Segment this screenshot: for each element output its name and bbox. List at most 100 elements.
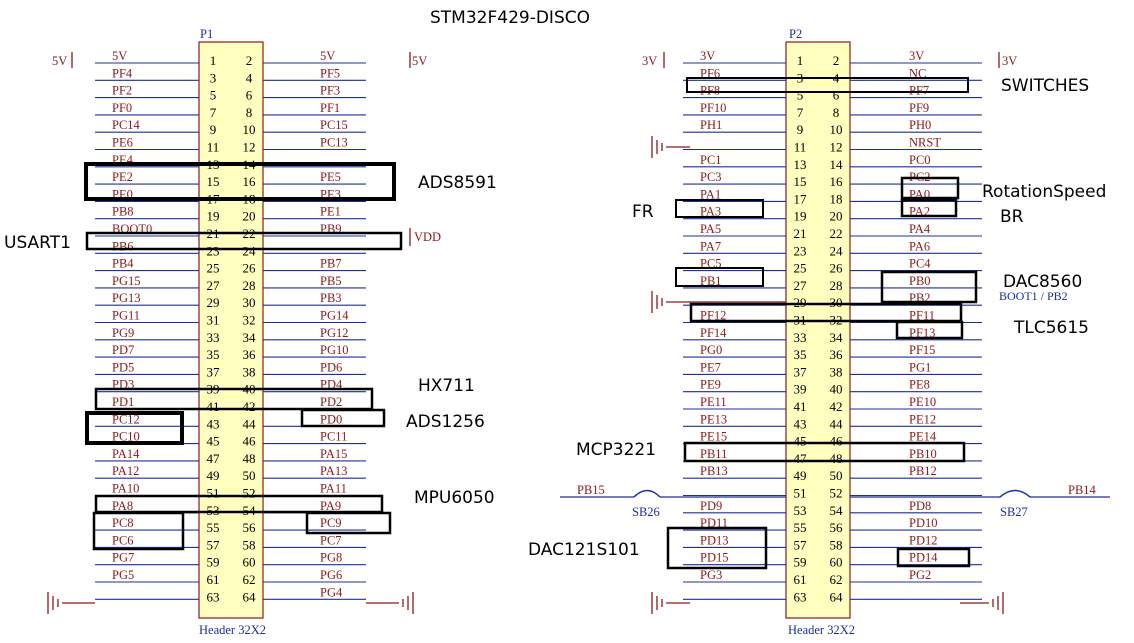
sb27-label: SB27: [1000, 505, 1028, 519]
box-pd14: [896, 547, 971, 568]
pin-number: 39: [794, 382, 807, 397]
pin-number: 51: [794, 486, 807, 501]
net-label-right: PG14: [320, 309, 349, 323]
net-label-right: PD14: [909, 551, 938, 565]
pin-number: 41: [794, 399, 807, 414]
net-label-left: PA8: [112, 499, 133, 513]
net-label-left: PB6: [112, 239, 134, 253]
pin-number: 45: [794, 434, 807, 449]
pin-number: 49: [794, 468, 807, 483]
box-rotation: [900, 176, 960, 200]
box-ads1256-right: [300, 408, 386, 428]
net-label-right: PG10: [320, 343, 348, 357]
pin-number: 59: [794, 555, 807, 570]
net-label-right: PC11: [320, 430, 347, 444]
net-label-left: PC8: [112, 516, 134, 530]
pin-number: 42: [243, 399, 256, 414]
pin-number: 8: [246, 105, 253, 120]
pin-number: 33: [794, 330, 807, 345]
box-switches: [686, 77, 969, 93]
pin-number: 55: [207, 520, 220, 535]
pin-number: 24: [243, 243, 257, 258]
net-label-left: PF10: [700, 101, 726, 115]
pin-number: 27: [207, 278, 221, 293]
net-label-right: PA9: [320, 499, 341, 513]
net-label-left: PD9: [700, 499, 722, 513]
net-label-right: PG4: [320, 585, 343, 599]
net-label-right: PG1: [909, 360, 931, 374]
box-br: [900, 198, 958, 218]
pin-number: 45: [207, 434, 220, 449]
pin-number: 55: [794, 520, 807, 535]
pin-number: 20: [243, 209, 256, 224]
ground-icon: [651, 291, 786, 313]
annotation-fr: FR: [632, 202, 654, 222]
pin-number: 62: [243, 572, 256, 587]
net-label-left: PE13: [700, 412, 727, 426]
net-label-left: PH1: [700, 118, 722, 132]
net-label-left: PG5: [112, 568, 134, 582]
annotation-mpu6050: MPU6050: [414, 488, 495, 508]
pin-number: 12: [243, 140, 256, 155]
pin-number: 28: [243, 278, 256, 293]
net-label-left: 5V: [112, 49, 127, 63]
pin-number: 57: [207, 537, 221, 552]
net-label-right: PB12: [909, 464, 937, 478]
pin-number: 9: [797, 122, 804, 137]
pin-number: 10: [243, 122, 256, 137]
pin-number: 41: [207, 399, 220, 414]
pin-number: 54: [243, 503, 257, 518]
header-p1-ref: P1: [200, 27, 213, 41]
net-label-right: PF3: [320, 84, 340, 98]
annotation-mcp3221: MCP3221: [576, 440, 656, 460]
pin-number: 16: [243, 174, 257, 189]
pin-number: 58: [243, 537, 256, 552]
annotation-ads8591: ADS8591: [418, 173, 497, 193]
pin-number: 37: [794, 364, 808, 379]
net-label-left: PD7: [112, 343, 134, 357]
box-mcp3221: [683, 441, 966, 463]
net-label-right: PF7: [909, 84, 929, 98]
pin-number: 58: [830, 537, 843, 552]
pin-number: 8: [833, 105, 840, 120]
box-dac121s101: [666, 526, 768, 570]
net-label-left: PF6: [700, 66, 720, 80]
pin-number: 30: [830, 295, 843, 310]
net-label-right: PA15: [320, 447, 347, 461]
pin-number: 15: [207, 174, 220, 189]
net-label-right: 5V: [320, 49, 335, 63]
box-tlc5615-b: [895, 320, 964, 340]
net-label-right: PD12: [909, 533, 937, 547]
pin-number: 64: [243, 589, 257, 604]
pin-number: 7: [797, 105, 804, 120]
net-label-left: PE7: [700, 360, 721, 374]
sb26-label: SB26: [632, 505, 660, 519]
pin-number: 46: [830, 434, 844, 449]
sb27-net: PB14: [1068, 483, 1097, 497]
net-label-right: PF1: [320, 101, 340, 115]
net-label-right: PD8: [909, 499, 931, 513]
net-label-left: PG3: [700, 568, 722, 582]
ground-icon: [366, 592, 414, 614]
net-label-left: PC14: [112, 118, 141, 132]
pin-number: 48: [830, 451, 843, 466]
net-label-right: PB0: [909, 274, 931, 288]
net-label-right: PF13: [909, 326, 935, 340]
net-label-right: PC4: [909, 257, 931, 271]
pin-number: 37: [207, 364, 221, 379]
pin-number: 12: [830, 140, 843, 155]
pin-number: 49: [207, 468, 220, 483]
box-pb1: [675, 267, 764, 287]
pin-number: 34: [830, 330, 844, 345]
pin-number: 44: [830, 416, 844, 431]
solder-bridge-sb27: [999, 489, 1031, 498]
annotation-dac121s101: DAC121S101: [528, 540, 640, 560]
pin-number: 50: [830, 468, 843, 483]
pin-number: 44: [243, 416, 257, 431]
pin-number: 60: [243, 555, 256, 570]
net-label-left: PE11: [700, 395, 727, 409]
net-label-right: PF5: [320, 66, 340, 80]
box-fr: [675, 199, 764, 218]
net-label-right: PE12: [909, 412, 936, 426]
net-label-right: PA6: [909, 239, 930, 253]
